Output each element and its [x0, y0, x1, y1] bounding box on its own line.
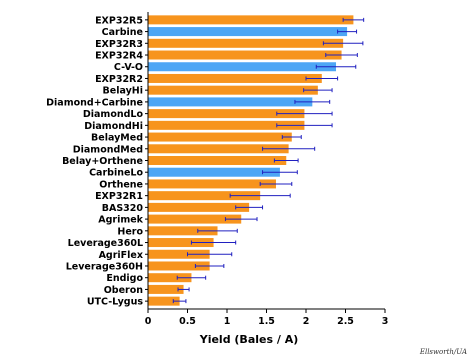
- y-tick-label: Diamond+Carbine: [46, 97, 143, 108]
- bar-carbine: [148, 27, 348, 37]
- bar-oberon: [148, 284, 184, 294]
- x-tick-label: 2.5: [337, 316, 354, 327]
- y-tick-label: DiamondLo: [83, 109, 144, 120]
- y-tick-label: EXP32R5: [95, 15, 143, 26]
- axes: 0 0.5 1 1.5 2 2.5 3: [145, 12, 389, 327]
- bar-diamond-carbine: [148, 97, 313, 107]
- y-tick-label: BelayHi: [103, 86, 143, 97]
- bar-exp32r2: [148, 73, 322, 83]
- y-tick-label: EXP32R2: [95, 74, 143, 85]
- y-tick-label: Orthene: [99, 179, 143, 190]
- y-tick-label: Endigo: [106, 273, 143, 284]
- x-tick-label: 1.5: [258, 316, 275, 327]
- y-tick-label: AgriFlex: [99, 250, 143, 261]
- y-tick-label: UTC-Lygus: [87, 297, 143, 308]
- bar-orthene: [148, 179, 276, 189]
- y-tick-label: Belay+Orthene: [62, 156, 143, 167]
- bar-belaymed: [148, 132, 292, 142]
- credit-text: Ellsworth/UA: [419, 348, 467, 356]
- bar-bas320: [148, 202, 250, 212]
- x-tick-label: 2: [303, 316, 310, 327]
- bar-diamondmed: [148, 144, 289, 154]
- y-tick-label: EXP32R1: [95, 191, 143, 202]
- bar-leverage360l: [148, 238, 214, 248]
- y-tick-label: BelayMed: [91, 133, 143, 144]
- x-tick-label: 0: [145, 316, 152, 327]
- x-tick-label: 1: [224, 316, 231, 327]
- y-tick-label: Hero: [117, 226, 143, 237]
- bar-agriflex: [148, 249, 210, 259]
- x-axis-title: Yield (Bales / A): [199, 333, 299, 346]
- bar-belay-orthene: [148, 156, 287, 165]
- bar-carbinelo: [148, 167, 280, 177]
- x-tick-label: 0.5: [179, 316, 196, 327]
- y-tick-label: DiamondHi: [84, 121, 143, 132]
- bar-c-v-o: [148, 62, 337, 72]
- bar-belayhi: [148, 85, 318, 95]
- bar-utc-lygus: [148, 296, 180, 306]
- bar-exp32r4: [148, 50, 342, 60]
- y-tick-label: EXP32R4: [95, 51, 143, 62]
- y-tick-label: Leverage360H: [66, 261, 143, 272]
- bar-diamondhi: [148, 120, 305, 130]
- y-tick-label: Oberon: [104, 285, 144, 296]
- x-tick-label: 3: [382, 316, 389, 327]
- bar-exp32r5: [148, 15, 354, 25]
- bar-leverage360h: [148, 261, 210, 271]
- bar-hero: [148, 226, 218, 236]
- y-axis-labels: EXP32R5CarbineEXP32R3EXP32R4C-V-OEXP32R2…: [46, 15, 144, 307]
- bars-layer: [148, 15, 354, 306]
- bar-exp32r3: [148, 38, 344, 48]
- bar-diamondlo: [148, 109, 305, 119]
- bar-endigo: [148, 273, 192, 283]
- bar-exp32r1: [148, 191, 261, 201]
- y-tick-label: C-V-O: [114, 62, 143, 73]
- y-tick-label: Agrimek: [98, 215, 143, 226]
- y-tick-label: CarbineLo: [89, 168, 143, 179]
- y-tick-label: BAS320: [102, 203, 144, 214]
- y-tick-label: Carbine: [102, 27, 143, 38]
- y-tick-label: DiamondMed: [73, 144, 143, 155]
- y-tick-label: EXP32R3: [95, 39, 143, 50]
- error-bars-layer: [172, 17, 365, 304]
- bar-agrimek: [148, 214, 242, 224]
- y-tick-label: Leverage360L: [68, 238, 143, 249]
